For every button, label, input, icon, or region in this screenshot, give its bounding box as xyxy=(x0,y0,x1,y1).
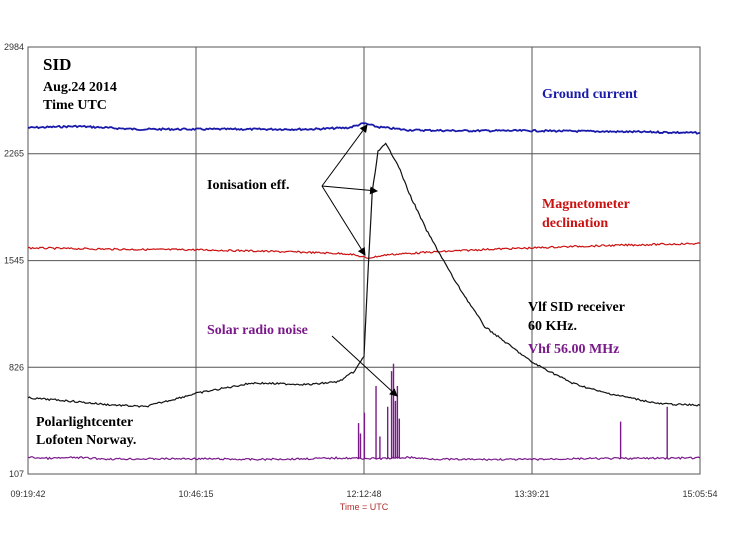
y-tick-label: 826 xyxy=(9,362,24,372)
label-vlf-2: 60 KHz. xyxy=(528,319,577,334)
series-lines xyxy=(27,122,701,461)
label-solar-radio: Solar radio noise xyxy=(207,323,308,338)
arrow-ionisation-ground xyxy=(321,124,368,187)
grid-lines xyxy=(28,47,700,474)
y-tick-label: 2984 xyxy=(4,42,24,52)
x-axis-label: Time = UTC xyxy=(340,502,389,512)
label-location-2: Lofoten Norway. xyxy=(36,433,136,448)
x-tick-label: 10:46:15 xyxy=(178,489,213,499)
y-tick-label: 1545 xyxy=(4,256,24,266)
label-ionisation: Ionisation eff. xyxy=(207,178,289,193)
x-tick-labels: 09:19:42 10:46:15 12:12:48 13:39:21 15:05:54 xyxy=(10,489,717,499)
y-tick-label: 2265 xyxy=(4,149,24,159)
arrow-ionisation-vlf xyxy=(321,185,378,195)
x-tick-label: 12:12:48 xyxy=(346,489,381,499)
series-line xyxy=(28,242,701,259)
y-tick-labels: 2984 2265 1545 826 107 xyxy=(4,42,24,479)
x-tick-label: 15:05:54 xyxy=(682,489,717,499)
x-tick-label: 13:39:21 xyxy=(514,489,549,499)
annotation-arrows xyxy=(321,124,398,397)
series-line xyxy=(27,455,701,461)
label-magnetometer-2: declination xyxy=(542,216,608,231)
label-magnetometer-1: Magnetometer xyxy=(542,197,630,212)
arrow-ionisation-magnetometer xyxy=(321,185,366,256)
label-vhf: Vhf 56.00 MHz xyxy=(528,342,619,357)
label-location-1: Polarlightcenter xyxy=(36,415,133,430)
chart-date: Aug.24 2014 xyxy=(43,80,117,95)
label-ground-current: Ground current xyxy=(542,87,638,102)
x-tick-label: 09:19:42 xyxy=(10,489,45,499)
chart-time-label: Time UTC xyxy=(43,98,107,113)
arrow-solar-radio xyxy=(331,335,398,397)
chart-title: SID xyxy=(43,55,71,74)
series-line xyxy=(27,122,701,135)
series-line xyxy=(27,142,701,408)
y-tick-label: 107 xyxy=(9,469,24,479)
label-vlf-1: Vlf SID receiver xyxy=(528,300,625,315)
